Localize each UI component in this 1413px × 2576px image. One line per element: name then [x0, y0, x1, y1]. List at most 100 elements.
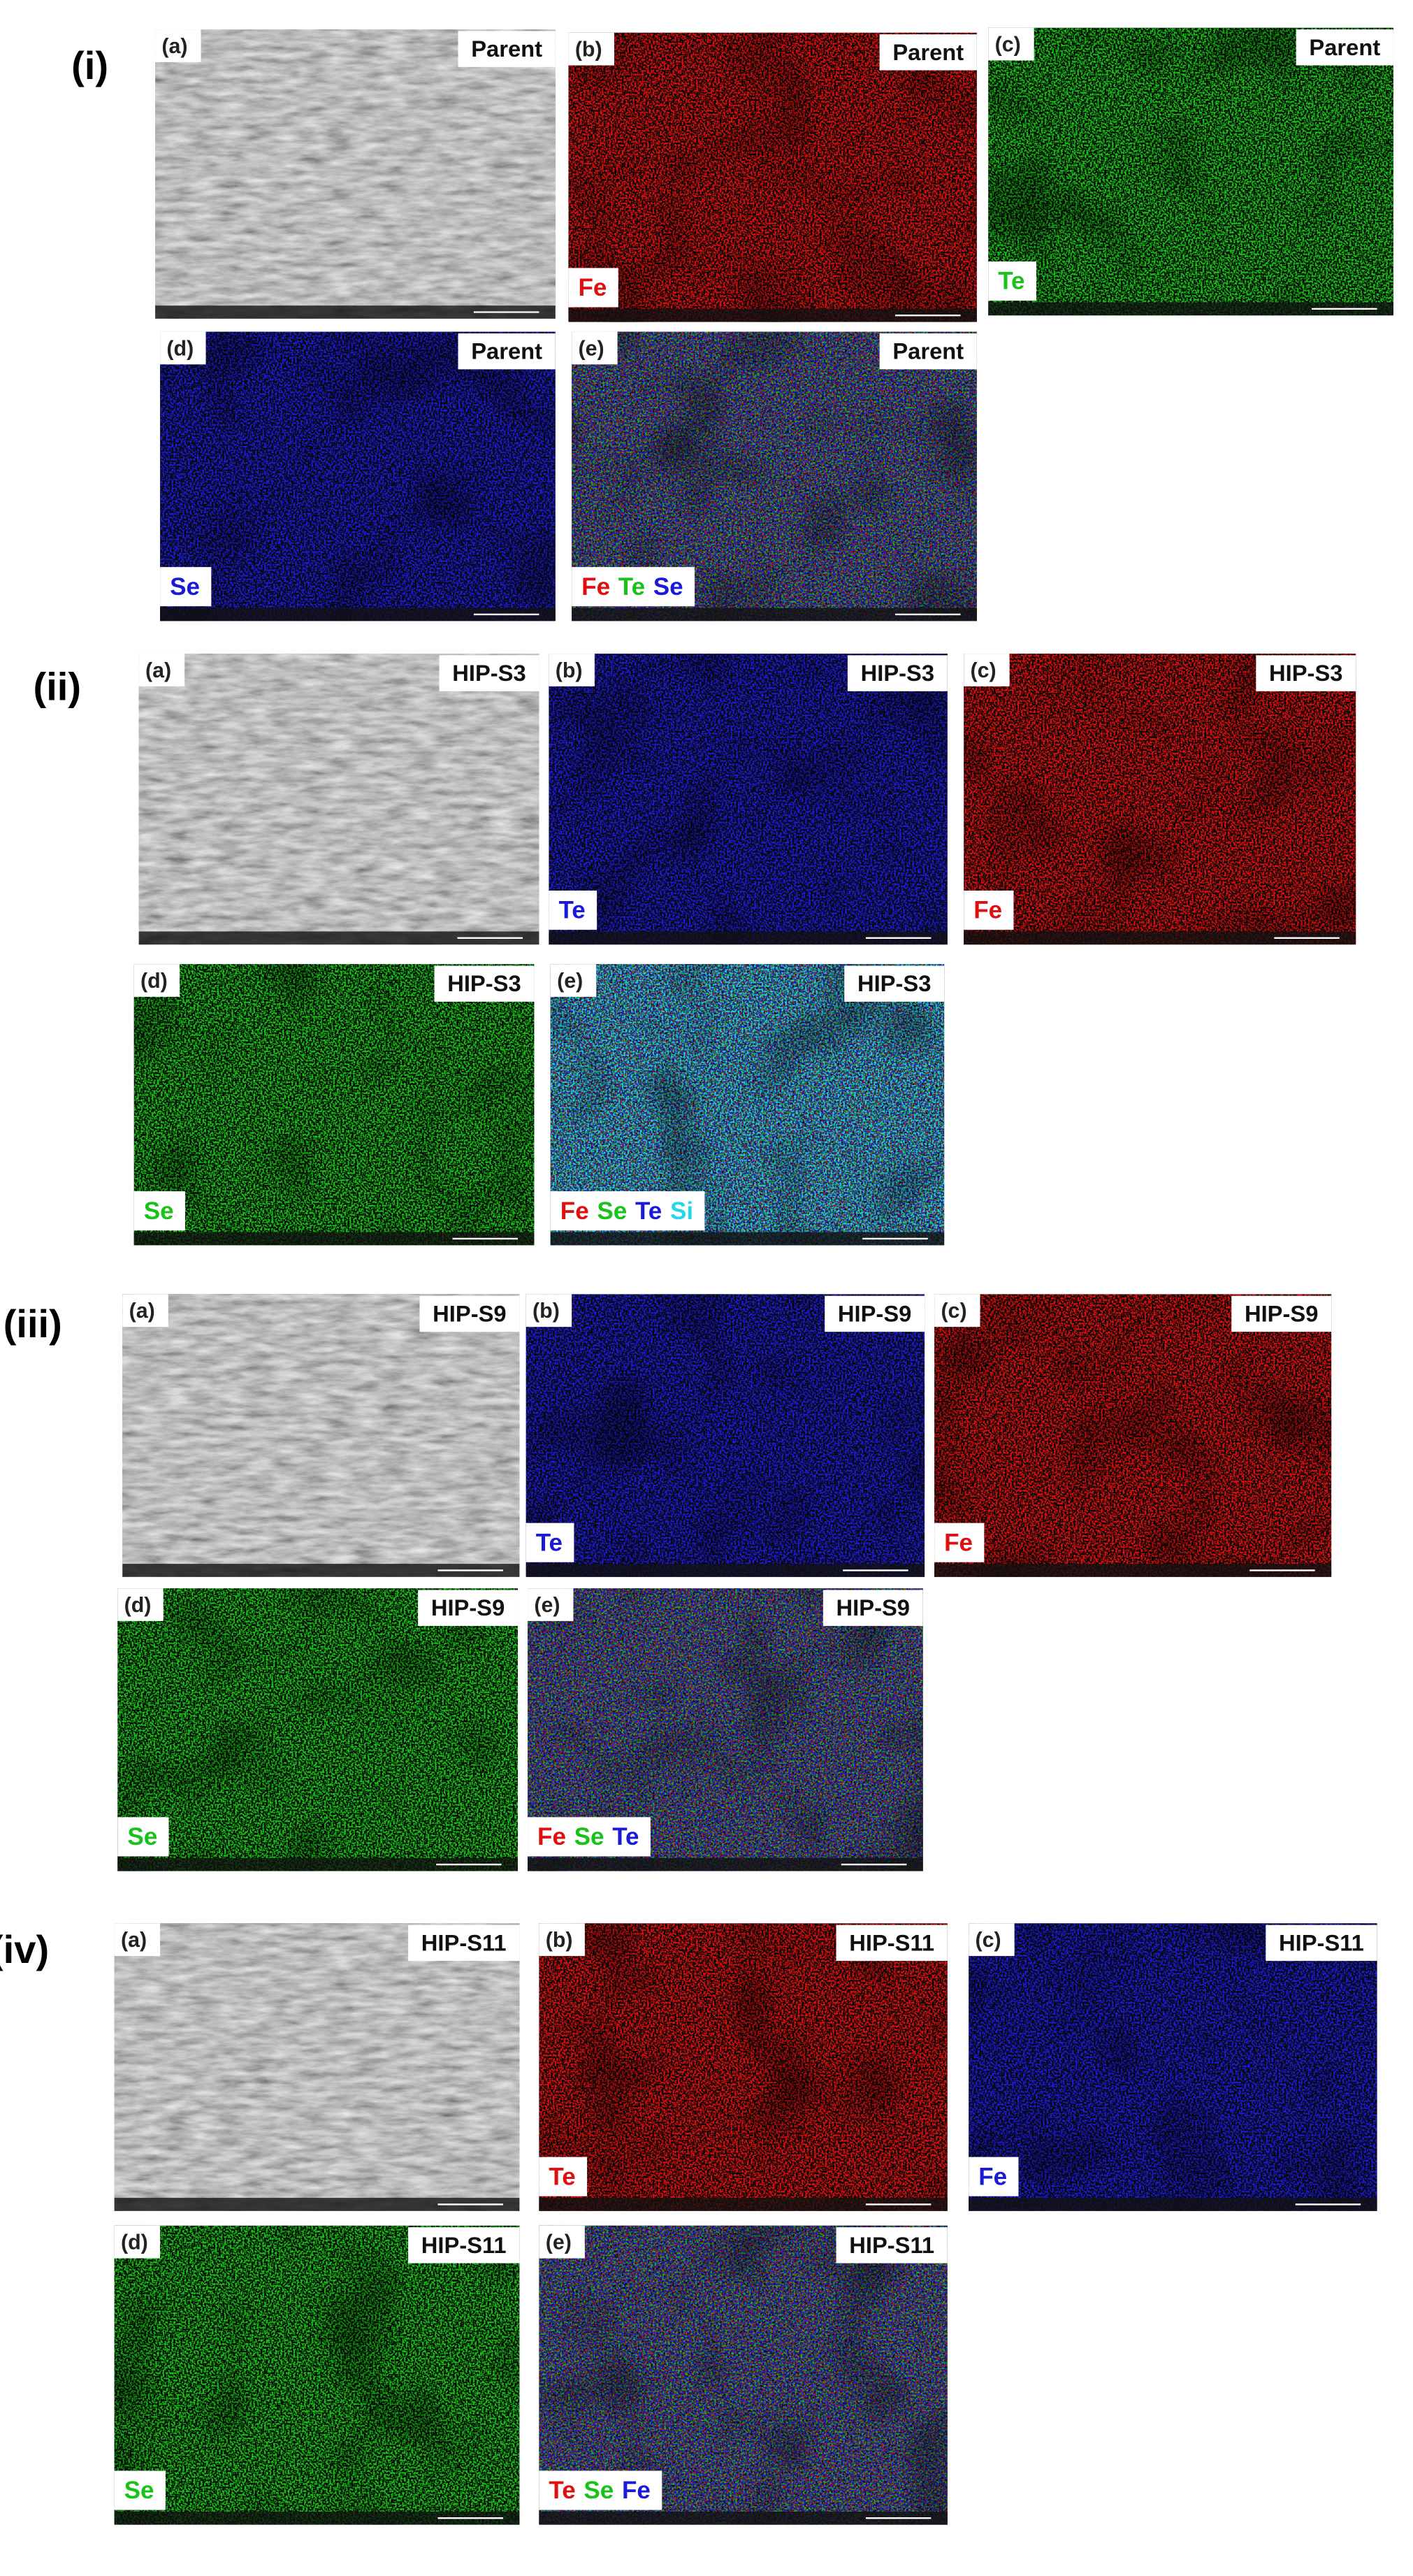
- info-strip: [969, 2198, 1377, 2211]
- sample-box: [458, 31, 556, 67]
- info-strip: [572, 607, 977, 621]
- panel-letter: (e): [557, 969, 583, 993]
- sample-box: [408, 1924, 520, 1962]
- info-strip: [934, 1564, 1332, 1577]
- panel: (a) Parent: [155, 29, 556, 319]
- panel: (a) HIP-S3: [138, 654, 539, 945]
- sample-box: [836, 2227, 948, 2264]
- element-label: Fe: [944, 1529, 973, 1556]
- sem-image: [155, 29, 556, 319]
- element-label: Fe: [537, 1823, 566, 1850]
- element-label: Fe: [560, 1197, 589, 1225]
- panel: (c) Parent Te: [988, 27, 1393, 316]
- sample-box: [879, 34, 977, 71]
- panel-letter: (a): [121, 1928, 147, 1952]
- element-label: Se: [124, 2477, 154, 2504]
- element-label: Fe: [622, 2477, 651, 2504]
- letter-box: [138, 654, 185, 686]
- panel-letter: (b): [575, 38, 602, 62]
- sample-name: HIP-S11: [849, 1929, 934, 1955]
- shade: [133, 964, 535, 1246]
- panel: (d) HIP-S11 Se: [114, 2225, 520, 2525]
- shade: [568, 32, 977, 322]
- letter-box: [133, 964, 180, 997]
- element-label: Te: [536, 1529, 563, 1556]
- info-strip: [539, 2511, 948, 2525]
- panel-letter: (d): [140, 969, 168, 993]
- element-label: Fe: [978, 2163, 1007, 2190]
- panel: (b) HIP-S11 Te: [539, 1923, 948, 2211]
- element-box: [969, 2157, 1019, 2196]
- element-label: Se: [127, 1823, 157, 1850]
- panel: (c) HIP-S11 Fe: [969, 1923, 1377, 2211]
- sample-name: HIP-S3: [447, 970, 521, 996]
- panel: (c) HIP-S9 Fe: [934, 1294, 1332, 1577]
- info-strip: [539, 2198, 948, 2211]
- letter-box: [969, 1923, 1015, 1957]
- element-label: Si: [670, 1197, 693, 1225]
- element-label: Te: [549, 2477, 575, 2504]
- sample-box: [879, 333, 977, 370]
- sem-image: [138, 654, 539, 945]
- element-box: [528, 1817, 651, 1857]
- panel: (e) HIP-S11 Te Se Fe: [539, 2225, 948, 2525]
- sample-name: HIP-S9: [836, 1595, 910, 1620]
- element-label: Te: [998, 268, 1024, 295]
- element-label: Se: [144, 1197, 174, 1225]
- sample-name: HIP-S11: [1279, 1929, 1364, 1955]
- element-box: [988, 261, 1036, 301]
- panel: (a) HIP-S9: [122, 1294, 520, 1577]
- element-label: Se: [653, 573, 683, 600]
- info-strip: [114, 2198, 520, 2211]
- element-label: Se: [584, 2477, 614, 2504]
- info-strip: [160, 607, 556, 621]
- panel: (d) Parent Se: [160, 331, 556, 621]
- info-strip: [568, 308, 977, 322]
- letter-box: [988, 27, 1034, 61]
- letter-box: [539, 2225, 585, 2259]
- element-label: Te: [549, 2163, 575, 2190]
- panel-letter: (e): [534, 1593, 560, 1617]
- sample-box: [408, 2227, 520, 2264]
- panel: (c) HIP-S3 Fe: [964, 654, 1356, 945]
- panel-letter: (c): [971, 659, 997, 682]
- panel: (e) HIP-S3 Fe Se Te Si: [550, 964, 945, 1246]
- element-label: Te: [558, 897, 585, 924]
- shade: [114, 2225, 520, 2525]
- element-label: Te: [618, 573, 645, 600]
- element-box: [133, 1191, 185, 1231]
- panel: (b) HIP-S9 Te: [526, 1294, 925, 1577]
- shade: [526, 1294, 925, 1577]
- sample-box: [434, 965, 535, 1002]
- sample-box: [836, 1924, 948, 1962]
- element-box: [550, 1191, 705, 1231]
- info-strip: [122, 1564, 520, 1577]
- letter-box: [572, 331, 618, 365]
- element-label: Se: [574, 1823, 604, 1850]
- group-label: (ii): [34, 664, 82, 708]
- letter-box: [526, 1294, 572, 1327]
- panel-letter: (e): [546, 2231, 572, 2254]
- shade: [117, 1588, 519, 1871]
- sample-name: HIP-S9: [433, 1300, 506, 1326]
- element-box: [964, 891, 1014, 930]
- sample-box: [418, 1590, 519, 1626]
- panel: (e) Parent Fe Te Se: [572, 331, 977, 621]
- sample-box: [1266, 1924, 1377, 1962]
- info-strip: [138, 931, 539, 945]
- shade: [539, 1923, 948, 2211]
- sample-box: [439, 655, 539, 691]
- panel-letter: (b): [546, 1928, 573, 1952]
- sample-box: [844, 965, 945, 1002]
- panel-letter: (c): [941, 1299, 966, 1323]
- element-box: [117, 1817, 169, 1857]
- letter-box: [117, 1588, 164, 1621]
- sem-image: [114, 1923, 520, 2211]
- panel-letter: (e): [579, 336, 604, 360]
- sample-box: [847, 655, 948, 691]
- element-box: [934, 1523, 985, 1562]
- info-strip: [988, 302, 1393, 316]
- panel-letter: (d): [124, 1593, 152, 1617]
- panel: (b) HIP-S3 Te: [549, 654, 948, 945]
- sample-name: HIP-S11: [421, 2232, 507, 2258]
